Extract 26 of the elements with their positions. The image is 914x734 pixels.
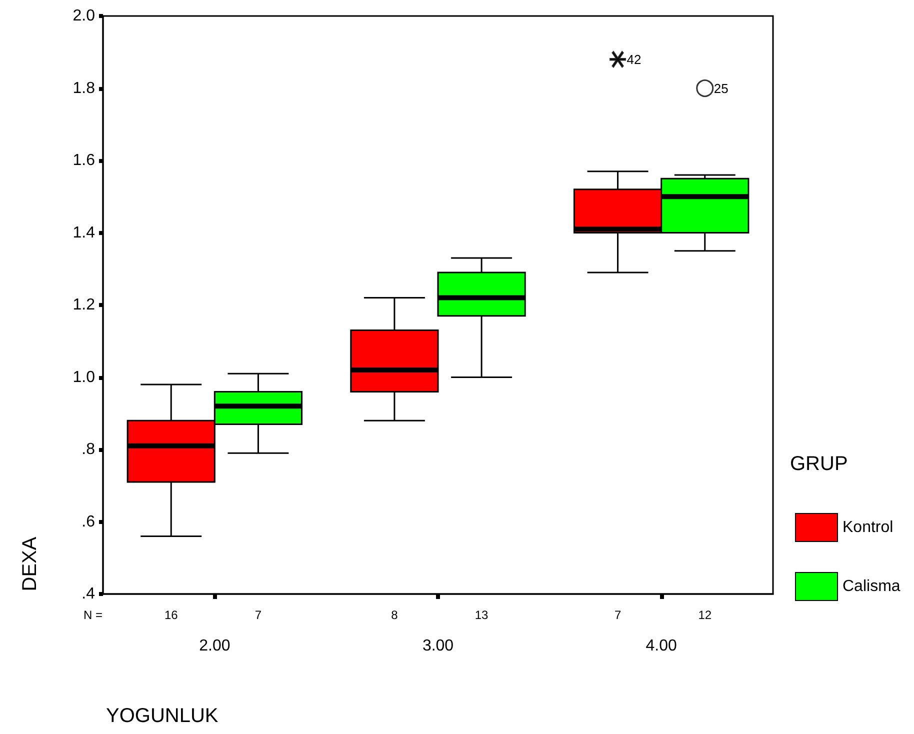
text: 7 [614,608,622,622]
y-tick-label: .8 [82,441,96,458]
y-axis-title: DEXA [19,536,41,592]
text: 13 [474,608,489,622]
text: 7 [254,608,262,622]
legend-title: GRUP [790,453,848,475]
text: N = [83,608,103,622]
x-tick-label: 2.00 [199,638,230,654]
annotation: 42 [626,52,642,67]
y-tick-label: 2.0 [72,8,96,24]
x-tick-label: 3.00 [422,638,454,654]
text: 8 [391,608,398,622]
y-tick-label: .6 [82,513,96,530]
y-tick-label: 1.2 [72,296,96,314]
legend-label: Calisma [842,578,900,595]
x-tick-label: 4.00 [646,638,678,654]
text: 16 [164,608,178,622]
legend-label: Kontrol [842,519,894,536]
y-tick-label: 1.0 [72,368,96,386]
y-tick-label: 1.4 [72,224,96,242]
text: 12 [698,608,712,622]
y-tick-label: 1.6 [72,152,96,169]
x-axis-title: YOGUNLUK [106,705,219,727]
annotation: 25 [714,80,728,96]
y-tick-label: 1.8 [72,80,96,97]
y-tick-label: .4 [82,586,96,602]
